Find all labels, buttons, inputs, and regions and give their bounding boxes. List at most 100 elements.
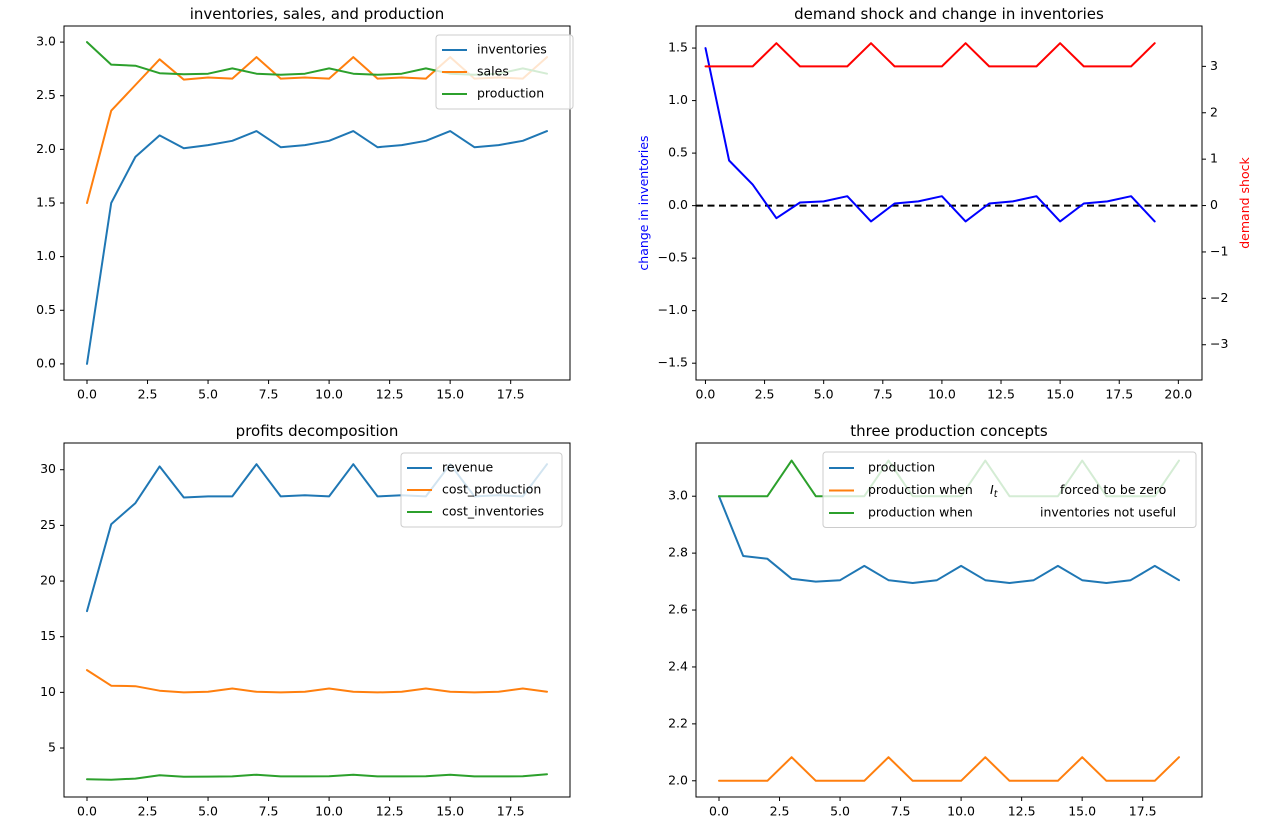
right-y-tick-label: 0 bbox=[1210, 197, 1218, 212]
x-tick-label: 20.0 bbox=[1164, 387, 1192, 402]
y-tick-label: 1.5 bbox=[668, 40, 688, 55]
axes-frame bbox=[63, 442, 571, 798]
right-y-tick-label: −3 bbox=[1210, 336, 1228, 351]
legend-label: inventories bbox=[477, 42, 547, 57]
right-y-tick-label: 3 bbox=[1210, 58, 1218, 73]
x-tick-label: 2.5 bbox=[138, 387, 158, 402]
y-tick-label: 2.2 bbox=[668, 715, 688, 730]
x-tick-label: 7.5 bbox=[891, 804, 911, 819]
subplot-demand-shock-change-inventories: 0.0 2.5 5.0 7.5 10.0 12.5 15.0 17.5 20.0 −1.5 −1.0… bbox=[632, 0, 1264, 417]
chart-three-production-concepts: 0.0 2.5 5.0 7.5 10.0 12.5 15.0 17.5 2.0 2.2 2.4 2.6… bbox=[668, 442, 1203, 819]
x-tick-label: 0.0 bbox=[77, 387, 97, 402]
x-tick-label: 12.5 bbox=[987, 387, 1015, 402]
y-tick-label: 0.5 bbox=[668, 145, 688, 160]
x-tick-label: 0.0 bbox=[696, 387, 716, 402]
y-tick-label: 20 bbox=[40, 573, 56, 588]
legend: revenue cost_production cost_inventories bbox=[400, 452, 563, 528]
subplot-inventories-sales-production: 0.0 2.5 5.0 7.5 10.0 12.5 15.0 17.5 0.0 0.5 1.0 1.5… bbox=[0, 0, 632, 417]
legend-label: production when bbox=[868, 482, 973, 497]
legend-label: production bbox=[477, 86, 544, 101]
chart-demand-shock-change-inventories: 0.0 2.5 5.0 7.5 10.0 12.5 15.0 17.5 20.0−1.5−1.0… bbox=[636, 25, 1252, 402]
x-tick-label: 12.5 bbox=[376, 387, 404, 402]
x-tick-label: 0.0 bbox=[77, 804, 97, 819]
x-tick-label: 7.5 bbox=[873, 387, 893, 402]
series-line-production bbox=[718, 495, 1180, 584]
y-tick-label: −0.5 bbox=[658, 250, 688, 265]
chart-profits-decomposition: 0.0 2.5 5.0 7.5 10.0 12.5 15.0 17.5 5 10 15 20 25 30 r… bbox=[40, 442, 571, 819]
y-tick-label: 2.4 bbox=[668, 658, 688, 673]
y-tick-label: 1.5 bbox=[36, 195, 56, 210]
legend-label: production when bbox=[868, 505, 973, 520]
legend-label: cost_production bbox=[442, 482, 541, 497]
legend-frame bbox=[435, 34, 574, 110]
x-tick-label: 2.5 bbox=[755, 387, 775, 402]
legend-label: cost_inventories bbox=[442, 504, 544, 519]
legend-frame bbox=[822, 451, 1197, 528]
x-tick-label: 7.5 bbox=[259, 804, 279, 819]
x-tick-label: 10.0 bbox=[315, 804, 343, 819]
y-tick-label: 0.5 bbox=[36, 302, 56, 317]
y-tick-label: 25 bbox=[40, 517, 56, 532]
y-tick-label: 2.6 bbox=[668, 602, 688, 617]
legend: inventories sales production bbox=[435, 34, 574, 110]
x-tick-label: 15.0 bbox=[436, 804, 464, 819]
right-y-tick-label: −2 bbox=[1210, 290, 1228, 305]
x-tick-label: 10.0 bbox=[315, 387, 343, 402]
subplot-profits-decomposition: 0.0 2.5 5.0 7.5 10.0 12.5 15.0 17.5 5 10 15 20 25 30 r… bbox=[0, 417, 632, 834]
y-tick-label: 3.0 bbox=[36, 34, 56, 49]
series-line-inventories bbox=[86, 130, 548, 365]
series-line-cost_production bbox=[86, 669, 548, 694]
y-tick-label: 3.0 bbox=[668, 488, 688, 503]
chart-title-three-production-concepts: three production concepts bbox=[850, 422, 1048, 440]
y-tick-label: 0.0 bbox=[36, 355, 56, 370]
legend: production production when It forced to be … bbox=[822, 451, 1197, 528]
legend-label: revenue bbox=[442, 460, 493, 475]
x-tick-label: 17.5 bbox=[1129, 804, 1157, 819]
y-axis-label-right: demand shock bbox=[1237, 157, 1252, 249]
x-tick-label: 17.5 bbox=[1105, 387, 1133, 402]
y-tick-label: 0.0 bbox=[668, 197, 688, 212]
x-tick-label: 17.5 bbox=[497, 804, 525, 819]
axes-frame bbox=[695, 442, 1203, 798]
x-tick-label: 12.5 bbox=[1008, 804, 1036, 819]
series-line-production_when_It_forced_to_be_zero bbox=[718, 756, 1180, 782]
y-tick-label: −1.0 bbox=[658, 302, 688, 317]
x-tick-label: 5.0 bbox=[830, 804, 850, 819]
subplot-three-production-concepts: 0.0 2.5 5.0 7.5 10.0 12.5 15.0 17.5 2.0 2.2 2.4 2.6… bbox=[632, 417, 1264, 834]
y-tick-label: 30 bbox=[40, 461, 56, 476]
x-tick-label: 15.0 bbox=[1046, 387, 1074, 402]
series-line-demand_shock bbox=[704, 42, 1156, 68]
y-tick-label: 10 bbox=[40, 684, 56, 699]
legend-label: sales bbox=[477, 64, 509, 79]
y-tick-label: 2.0 bbox=[668, 772, 688, 787]
chart-title-demand-shock-change-inventories: demand shock and change in inventories bbox=[794, 5, 1104, 23]
right-y-tick-label: −1 bbox=[1210, 243, 1228, 258]
x-tick-label: 17.5 bbox=[497, 387, 525, 402]
chart-title-profits-decomposition: profits decomposition bbox=[235, 422, 399, 440]
x-tick-label: 15.0 bbox=[436, 387, 464, 402]
legend-label: inventories not useful bbox=[1040, 505, 1176, 520]
y-tick-label: 1.0 bbox=[668, 92, 688, 107]
legend-label: production bbox=[868, 460, 935, 475]
x-tick-label: 5.0 bbox=[198, 387, 218, 402]
y-tick-label: 15 bbox=[40, 628, 56, 643]
x-tick-label: 10.0 bbox=[928, 387, 956, 402]
y-tick-label: 5 bbox=[48, 740, 56, 755]
legend-frame bbox=[400, 452, 563, 528]
x-tick-label: 12.5 bbox=[376, 804, 404, 819]
x-tick-label: 7.5 bbox=[259, 387, 279, 402]
axes-frame bbox=[695, 25, 1203, 381]
legend-label-math: It bbox=[990, 482, 999, 500]
y-tick-label: 2.5 bbox=[36, 87, 56, 102]
legend-label: forced to be zero bbox=[1060, 482, 1166, 497]
chart-inventories-sales-production: 0.0 2.5 5.0 7.5 10.0 12.5 15.0 17.5 0.0 0.5 1.0 1.5… bbox=[36, 25, 574, 402]
chart-title-inventories-sales-production: inventories, sales, and production bbox=[189, 5, 445, 23]
x-tick-label: 15.0 bbox=[1068, 804, 1096, 819]
x-tick-label: 0.0 bbox=[709, 804, 729, 819]
series-line-change_in_inventories bbox=[704, 47, 1156, 223]
y-tick-label: 2.0 bbox=[36, 141, 56, 156]
x-tick-label: 5.0 bbox=[198, 804, 218, 819]
right-y-tick-label: 1 bbox=[1210, 151, 1218, 166]
y-axis-label-left: change in inventories bbox=[636, 135, 651, 270]
